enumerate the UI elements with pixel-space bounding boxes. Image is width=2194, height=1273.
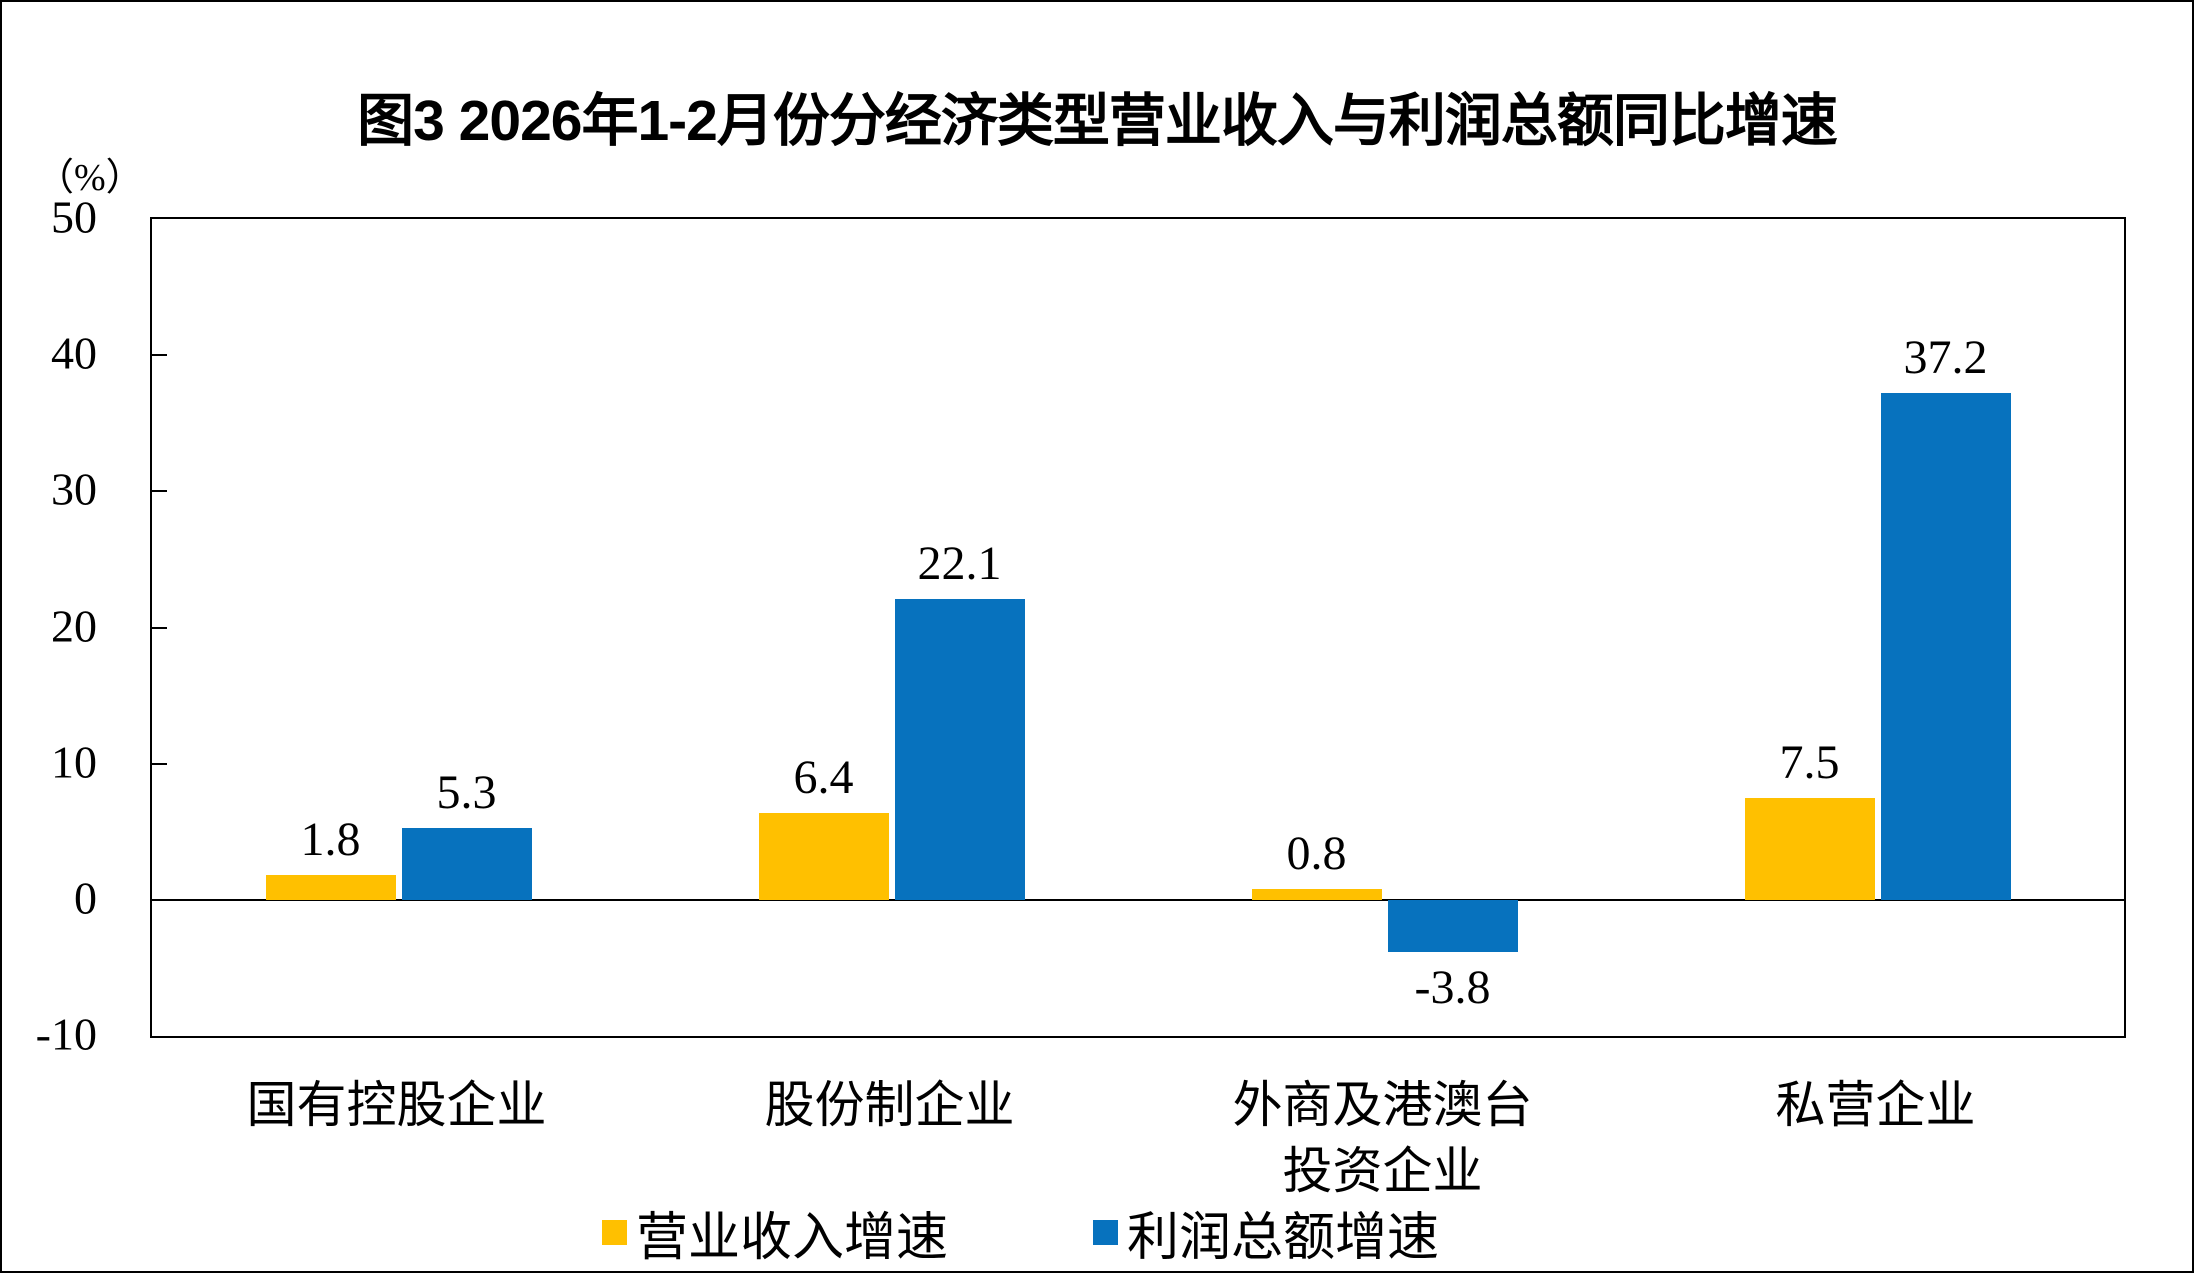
y-tick-mark — [152, 762, 167, 765]
bar-value-label: 1.8 — [300, 813, 361, 867]
y-tick-mark — [152, 354, 167, 357]
bar-value-label: 22.1 — [917, 536, 1002, 590]
bar — [894, 598, 1025, 900]
y-tick-label: 40 — [51, 327, 97, 379]
bar-value-label: 0.8 — [1286, 826, 1347, 880]
zero-axis-line — [152, 898, 2124, 901]
bar — [265, 875, 396, 900]
y-tick-label: 10 — [51, 736, 97, 788]
category-label: 私营企业 — [1775, 1077, 1976, 1133]
bar-value-label: 5.3 — [436, 765, 497, 819]
legend: 营业收入增速 利润总额增速 — [602, 1200, 1439, 1267]
category-label: 外商及港澳台 投资企业 — [1232, 1077, 1533, 1199]
bar — [401, 827, 532, 900]
y-tick-label: 50 — [51, 191, 97, 243]
bar-value-label: -3.8 — [1414, 960, 1491, 1014]
y-tick-label: 30 — [51, 463, 97, 515]
y-tick-mark — [152, 626, 167, 629]
revenue-series-legend-label: 营业收入增速 — [636, 1209, 949, 1267]
y-tick-label: 20 — [51, 600, 97, 651]
bar-value-label: 6.4 — [793, 750, 854, 804]
y-axis-unit-label: （%） — [36, 157, 144, 199]
y-tick-mark — [152, 490, 167, 493]
bar — [1387, 899, 1518, 952]
profit-series-swatch-icon — [1093, 1219, 1119, 1245]
y-tick-label: 0 — [74, 872, 97, 924]
plot-area: 1.8 5.3 6.4 22.1 0.8 -3.8 7.5 37.2 — [150, 217, 2126, 1038]
bar-value-label: 7.5 — [1779, 735, 1840, 789]
legend-item-revenue: 营业收入增速 — [602, 1195, 948, 1270]
y-tick-label: -10 — [35, 1008, 97, 1060]
bar — [758, 812, 889, 900]
revenue-series-swatch-icon — [602, 1219, 627, 1245]
bar-value-label: 37.2 — [1903, 331, 1988, 385]
category-label: 股份制企业 — [764, 1077, 1015, 1133]
category-label: 国有控股企业 — [246, 1077, 547, 1133]
legend-item-profit: 利润总额增速 — [1093, 1195, 1439, 1270]
y-axis-labels: 50 40 30 20 10 0 -10 — [2, 2, 102, 1271]
bar — [1880, 393, 2011, 900]
profit-series-legend-label: 利润总额增速 — [1127, 1209, 1440, 1267]
bar — [1251, 888, 1382, 900]
bar — [1744, 797, 1875, 900]
chart-title: 图3 2026年1-2月份分经济类型营业收入与利润总额同比增速 — [357, 89, 1838, 153]
